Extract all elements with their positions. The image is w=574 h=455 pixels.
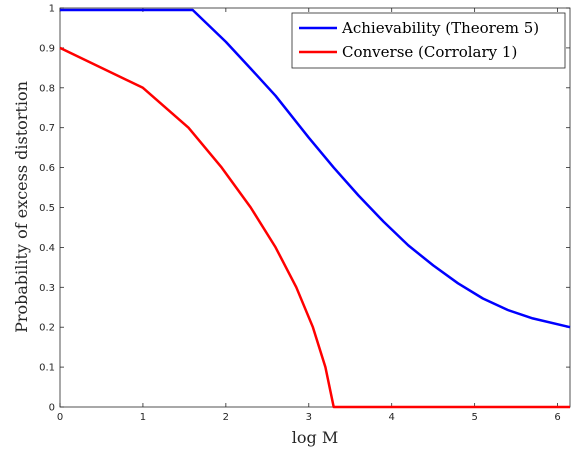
y-axis: 0 0.1 0.2 0.3 0.4 0.5 0.6 0.7 0.8 0.9 1: [39, 4, 570, 414]
series-line-achievability: [60, 8, 571, 329]
legend-box: [291, 12, 566, 69]
x-tick-label: 0: [57, 412, 63, 423]
series-layer: [59, 8, 571, 409]
x-tick-label: 6: [554, 412, 560, 423]
y-axis-label: Probability of excess distortion: [12, 81, 31, 333]
legend-label-converse: Converse (Corrolary 1): [342, 43, 517, 61]
y-tick-label: 0.7: [39, 123, 55, 134]
y-tick-label: 0.9: [39, 43, 55, 54]
y-tick-label: 0.3: [39, 283, 55, 294]
y-tick-label: 0.1: [39, 363, 55, 374]
y-tick-label: 0.2: [39, 323, 55, 334]
y-tick-label: 0: [49, 403, 55, 414]
x-tick-label: 2: [223, 412, 229, 423]
x-tick-label: 3: [306, 412, 312, 423]
x-axis-label: log M: [292, 428, 338, 447]
y-tick-label: 1: [49, 4, 55, 15]
y-tick-label: 0.5: [39, 203, 55, 214]
legend-label-achievability: Achievability (Theorem 5): [341, 19, 539, 37]
series-line-converse: [59, 46, 570, 409]
x-tick-label: 5: [471, 412, 477, 423]
legend: Achievability (Theorem 5) Converse (Corr…: [291, 12, 566, 69]
plot-area: [59, 7, 571, 408]
x-tick-label: 1: [140, 412, 146, 423]
y-tick-label: 0.4: [39, 243, 55, 254]
x-tick-label: 4: [389, 412, 395, 423]
y-tick-label: 0.6: [39, 163, 55, 174]
y-tick-label: 0.8: [39, 83, 55, 94]
